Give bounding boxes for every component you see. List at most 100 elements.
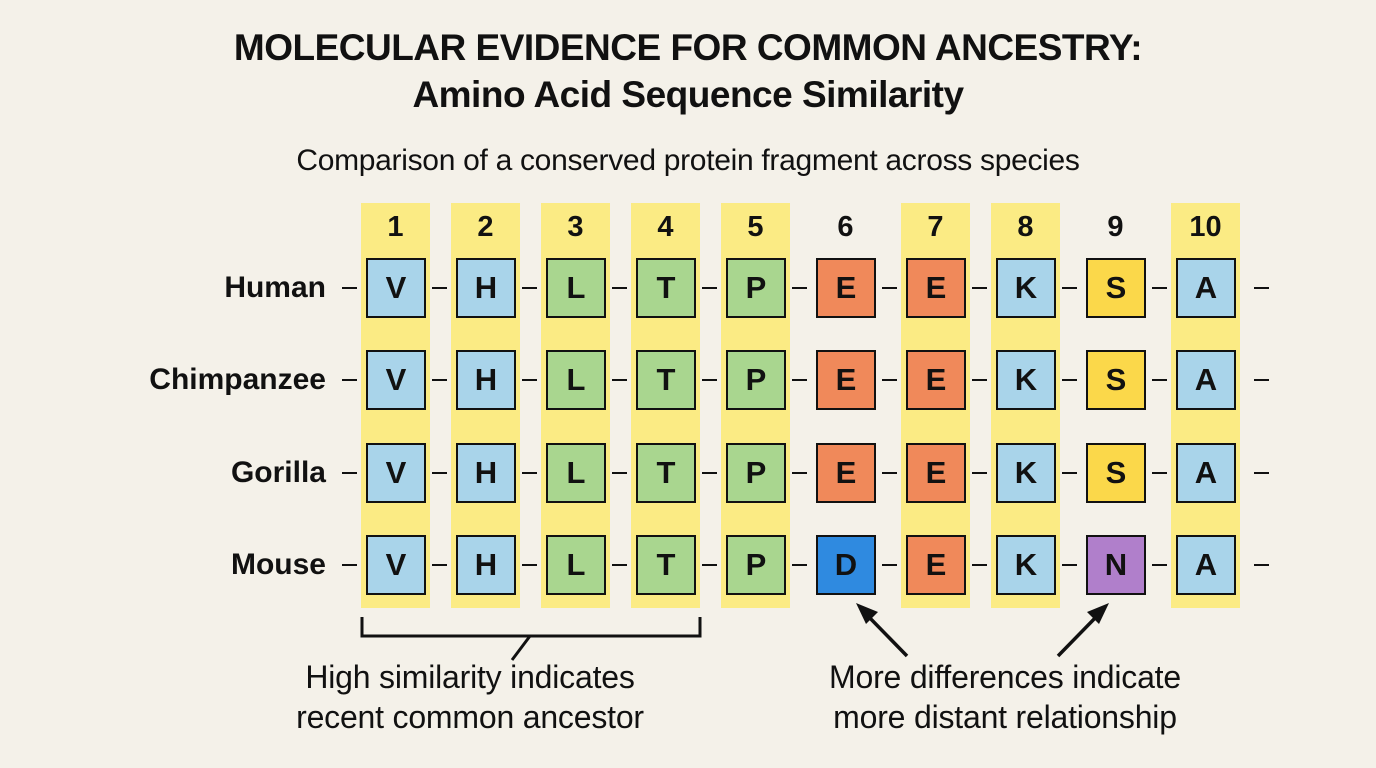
amino-acid-box: L: [546, 350, 606, 411]
amino-acid-box: D: [816, 534, 876, 595]
position-number: 10: [1189, 211, 1222, 243]
position-number: 5: [747, 211, 764, 243]
peptide-bond-dash: [1062, 471, 1077, 474]
amino-acid-box: P: [726, 442, 786, 503]
species-label: Mouse: [230, 547, 326, 581]
amino-acid-box: T: [636, 350, 696, 411]
amino-acid-box: E: [816, 442, 876, 503]
amino-acid-box: K: [996, 258, 1056, 318]
position-number: 8: [1017, 211, 1034, 243]
peptide-bond-dash: [972, 471, 987, 474]
peptide-bond-dash: [792, 563, 807, 566]
amino-acid-box: V: [366, 350, 426, 411]
amino-acid-box: A: [1176, 442, 1236, 503]
peptide-bond-dash: [612, 287, 627, 289]
amino-acid-box: K: [996, 350, 1056, 411]
species-label: Chimpanzee: [149, 363, 326, 397]
peptide-bond-dash: [702, 379, 717, 382]
peptide-bond-dash: [612, 379, 627, 382]
peptide-bond-dash: [342, 563, 357, 566]
subtitle: Comparison of a conserved protein fragme…: [296, 144, 1080, 177]
peptide-bond-dash: [882, 471, 897, 474]
amino-acid-box: P: [726, 258, 786, 318]
amino-acid-box: K: [996, 442, 1056, 503]
title-line-1: MOLECULAR EVIDENCE FOR COMMON ANCESTRY:: [233, 27, 1143, 68]
amino-acid-box: P: [726, 534, 786, 595]
difference-caption: More differences indicate more distant r…: [770, 657, 1240, 737]
difference-caption-line-1: More differences indicate: [829, 659, 1181, 695]
peptide-bond-dash: [792, 287, 807, 289]
amino-acid-box: N: [1086, 534, 1146, 595]
peptide-bond-dash: [342, 287, 357, 289]
peptide-bond-dash: [1254, 379, 1269, 382]
peptide-bond-dash: [522, 379, 537, 382]
peptide-bond-dash: [1254, 471, 1269, 474]
peptide-bond-dash: [882, 287, 897, 289]
peptide-bond-dash: [612, 471, 627, 474]
amino-acid-box: A: [1176, 534, 1236, 595]
amino-acid-box: T: [636, 258, 696, 318]
amino-acid-box: L: [546, 534, 606, 595]
peptide-bond-dash: [1254, 287, 1269, 289]
peptide-bond-dash: [342, 379, 357, 382]
peptide-bond-dash: [432, 287, 447, 289]
peptide-bond-dash: [792, 471, 807, 474]
peptide-bond-dash: [432, 471, 447, 474]
arrow-to-position-6: [856, 603, 909, 658]
similarity-caption-line-1: High similarity indicates: [305, 659, 635, 695]
amino-acid-box: E: [816, 258, 876, 318]
amino-acid-box: V: [366, 534, 426, 595]
peptide-bond-dash: [1152, 471, 1167, 474]
amino-acid-box: K: [996, 534, 1056, 595]
amino-acid-box: L: [546, 258, 606, 318]
amino-acid-box: E: [816, 350, 876, 411]
amino-acid-box: A: [1176, 350, 1236, 411]
position-number: 9: [1107, 211, 1124, 243]
peptide-bond-dash: [1152, 287, 1167, 289]
amino-acid-box: S: [1086, 258, 1146, 318]
peptide-bond-dash: [342, 471, 357, 474]
position-number: 2: [477, 211, 494, 243]
amino-acid-box: E: [906, 442, 966, 503]
peptide-bond-dash: [432, 379, 447, 382]
peptide-bond-dash: [1062, 379, 1077, 382]
amino-acid-box: H: [456, 350, 516, 411]
title-line-2: Amino Acid Sequence Similarity: [412, 74, 964, 115]
amino-acid-box: S: [1086, 442, 1146, 503]
amino-acid-box: V: [366, 442, 426, 503]
peptide-bond-dash: [882, 379, 897, 382]
difference-caption-line-2: more distant relationship: [833, 699, 1177, 735]
amino-acid-box: H: [456, 442, 516, 503]
species-label: Gorilla: [230, 455, 326, 489]
peptide-bond-dash: [522, 471, 537, 474]
peptide-bond-dash: [972, 563, 987, 566]
peptide-bond-dash: [702, 287, 717, 289]
position-number: 4: [657, 211, 674, 243]
amino-acid-box: T: [636, 534, 696, 595]
peptide-bond-dash: [792, 379, 807, 382]
peptide-bond-dash: [702, 563, 717, 566]
peptide-bond-dash: [1152, 563, 1167, 566]
position-number: 6: [837, 211, 854, 243]
amino-acid-box: S: [1086, 350, 1146, 411]
similarity-caption: High similarity indicates recent common …: [230, 657, 710, 737]
peptide-bond-dash: [432, 563, 447, 566]
amino-acid-box: H: [456, 258, 516, 318]
peptide-bond-dash: [522, 287, 537, 289]
amino-acid-box: E: [906, 534, 966, 595]
amino-acid-box: V: [366, 258, 426, 318]
position-number: 1: [387, 211, 404, 243]
position-number: 7: [927, 211, 944, 243]
peptide-bond-dash: [1062, 287, 1077, 289]
peptide-bond-dash: [972, 379, 987, 382]
peptide-bond-dash: [882, 563, 897, 566]
peptide-bond-dash: [612, 563, 627, 566]
amino-acid-box: P: [726, 350, 786, 411]
position-number: 3: [567, 211, 584, 243]
amino-acid-box: A: [1176, 258, 1236, 318]
amino-acid-box: E: [906, 350, 966, 411]
peptide-bond-dash: [702, 471, 717, 474]
peptide-bond-dash: [972, 287, 987, 289]
amino-acid-box: E: [906, 258, 966, 318]
species-label: Human: [224, 271, 326, 304]
